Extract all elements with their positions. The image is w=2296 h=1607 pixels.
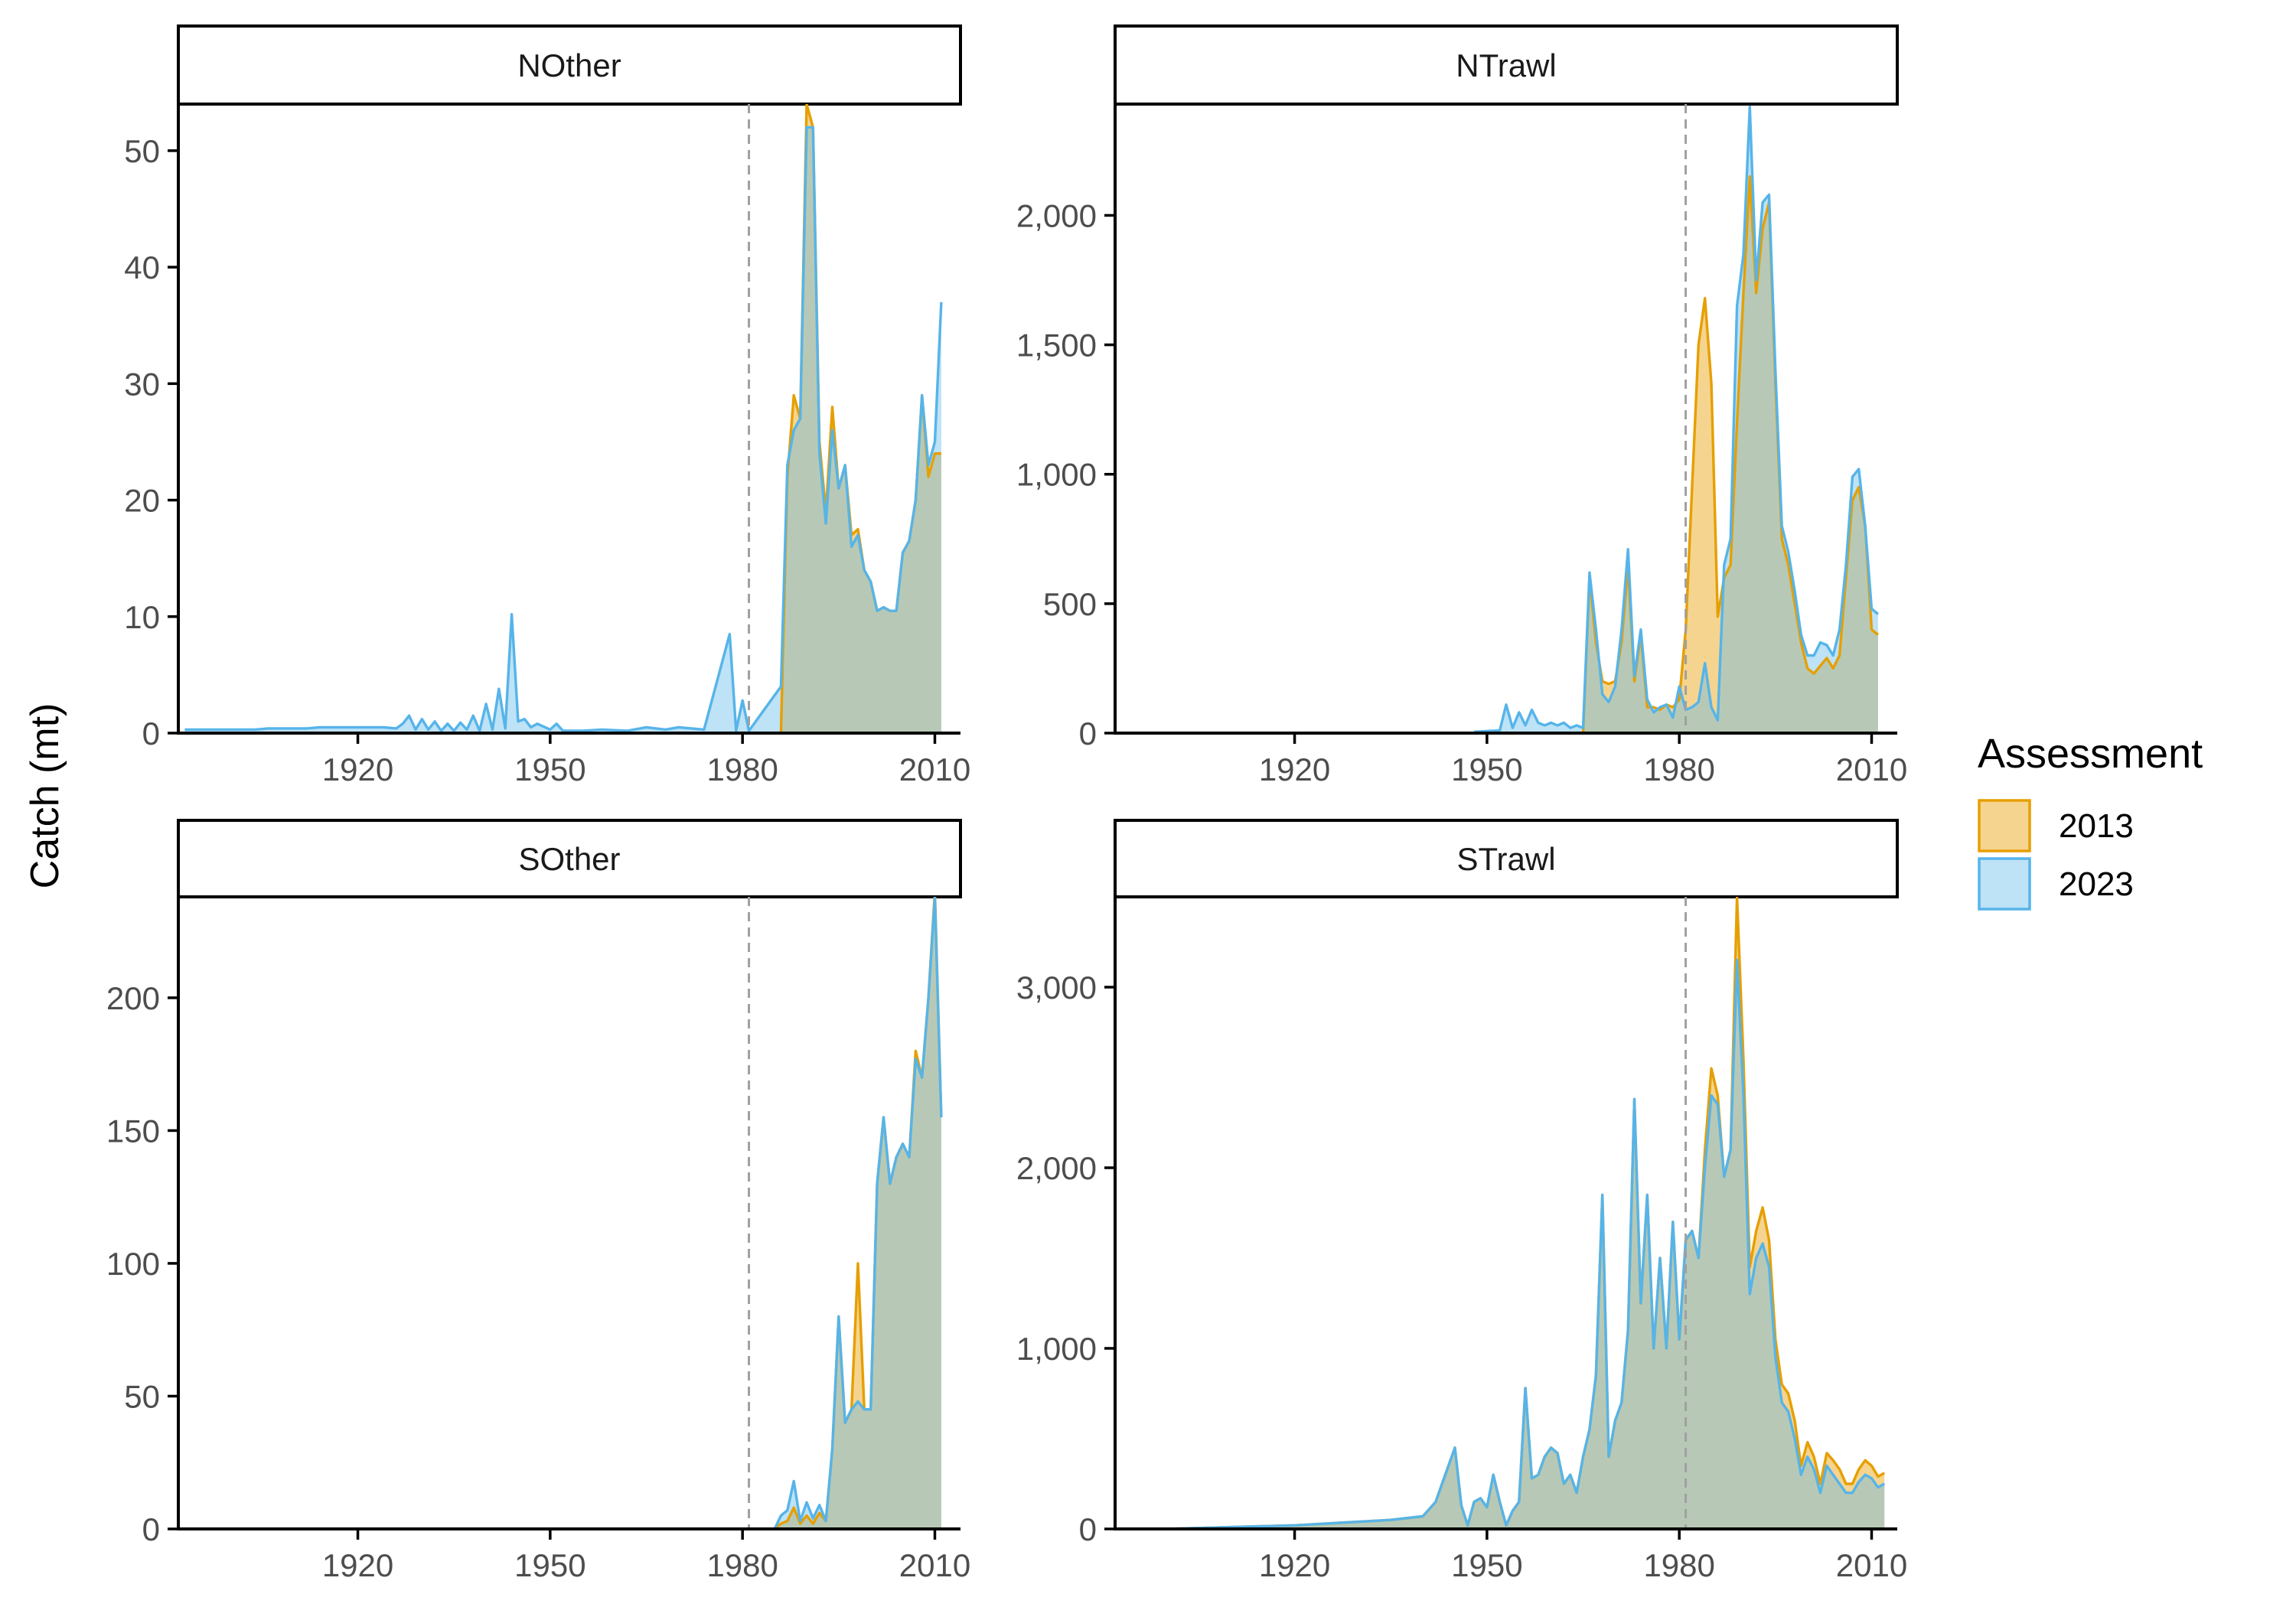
plot-area (1166, 897, 1886, 1529)
area-overlap (1166, 960, 1885, 1529)
plot-area (1473, 104, 1879, 733)
y-tick-label: 200 (106, 980, 160, 1016)
y-tick-label: 2,000 (1016, 197, 1097, 233)
plot-area (184, 104, 943, 733)
y-tick-label: 2,000 (1016, 1150, 1097, 1186)
panel-strawl: STrawl 0 1,000 2,000 3,000 1920 1950 1980 2010 (1016, 819, 1907, 1583)
x-tick-label: 2010 (1836, 751, 1907, 787)
y-axis-label: Catch (mt) (23, 703, 67, 889)
y-tick-label: 1,000 (1016, 457, 1097, 493)
x-tick-label: 2010 (1836, 1547, 1907, 1583)
y-tick-label: 10 (124, 599, 160, 635)
legend-entry-2023: 2023 (1978, 857, 2134, 911)
area-overlap (1583, 176, 1878, 733)
legend: Assessment 2013 2023 (1978, 731, 2203, 911)
facet-strip (1114, 24, 1899, 106)
panel-nother: NOther 0 10 20 30 40 50 1920 1950 1980 2010 (124, 24, 970, 787)
legend-label: 2013 (2059, 807, 2134, 845)
legend-title: Assessment (1978, 731, 2203, 777)
x-tick-label: 1950 (514, 751, 585, 787)
y-tick-label: 30 (124, 366, 160, 402)
y-tick-label: 50 (124, 1378, 160, 1414)
line-2023 (1473, 105, 1879, 733)
x-tick-label: 1920 (1259, 751, 1330, 787)
x-tick-label: 1920 (1259, 1547, 1330, 1583)
y-tick-label: 1,000 (1016, 1331, 1097, 1367)
x-tick-label: 1980 (706, 1547, 778, 1583)
y-tick-label: 50 (124, 133, 160, 169)
y-tick-label: 500 (1043, 586, 1097, 622)
y-tick-label: 0 (142, 715, 160, 751)
facet-label: SOther (518, 841, 620, 877)
facet-strip (1114, 819, 1899, 898)
x-tick-label: 1950 (1451, 751, 1522, 787)
x-tick-label: 1920 (322, 1547, 393, 1583)
legend-swatch (1978, 799, 2031, 852)
line-2023 (184, 125, 943, 732)
y-tick-label: 0 (1079, 715, 1097, 751)
facet-label: NTrawl (1456, 47, 1556, 83)
y-tick-label: 20 (124, 483, 160, 519)
facet-strip (177, 24, 962, 106)
x-tick-label: 1980 (1643, 751, 1714, 787)
y-tick-label: 150 (106, 1113, 160, 1149)
area-2023 (1474, 106, 1878, 733)
facet-label: STrawl (1456, 841, 1555, 877)
y-tick-label: 100 (106, 1246, 160, 1282)
x-tick-label: 1980 (706, 751, 778, 787)
facet-strip (177, 819, 962, 898)
x-tick-label: 1950 (1451, 1547, 1522, 1583)
legend-swatch (1978, 857, 2031, 911)
panel-ntrawl: NTrawl 0 500 1,000 1,500 2,000 1920 1950 1980 201… (1016, 24, 1907, 787)
plot-area (748, 897, 943, 1529)
y-tick-label: 40 (124, 249, 160, 285)
x-tick-label: 1950 (514, 1547, 585, 1583)
legend-entry-2013: 2013 (1978, 799, 2134, 852)
line-2023 (773, 897, 943, 1529)
y-tick-label: 3,000 (1016, 970, 1097, 1006)
x-tick-label: 1920 (322, 751, 393, 787)
legend-label: 2023 (2059, 865, 2134, 903)
x-tick-label: 2010 (899, 751, 970, 787)
y-tick-label: 1,500 (1016, 328, 1097, 363)
line-2023 (1166, 958, 1886, 1529)
area-overlap (775, 897, 941, 1529)
legend-items: 2013 2023 (1978, 799, 2134, 911)
x-tick-label: 1980 (1643, 1547, 1714, 1583)
facet-label: NOther (517, 47, 621, 83)
y-tick-label: 0 (1079, 1511, 1097, 1547)
panels: NOther 0 10 20 30 40 50 1920 1950 1980 2010 NTrawl 0… (106, 24, 1907, 1583)
y-tick-label: 0 (142, 1511, 160, 1547)
panel-sother: SOther 0 50 100 150 200 1920 1950 1980 2010 (106, 819, 970, 1583)
x-tick-label: 2010 (899, 1547, 970, 1583)
